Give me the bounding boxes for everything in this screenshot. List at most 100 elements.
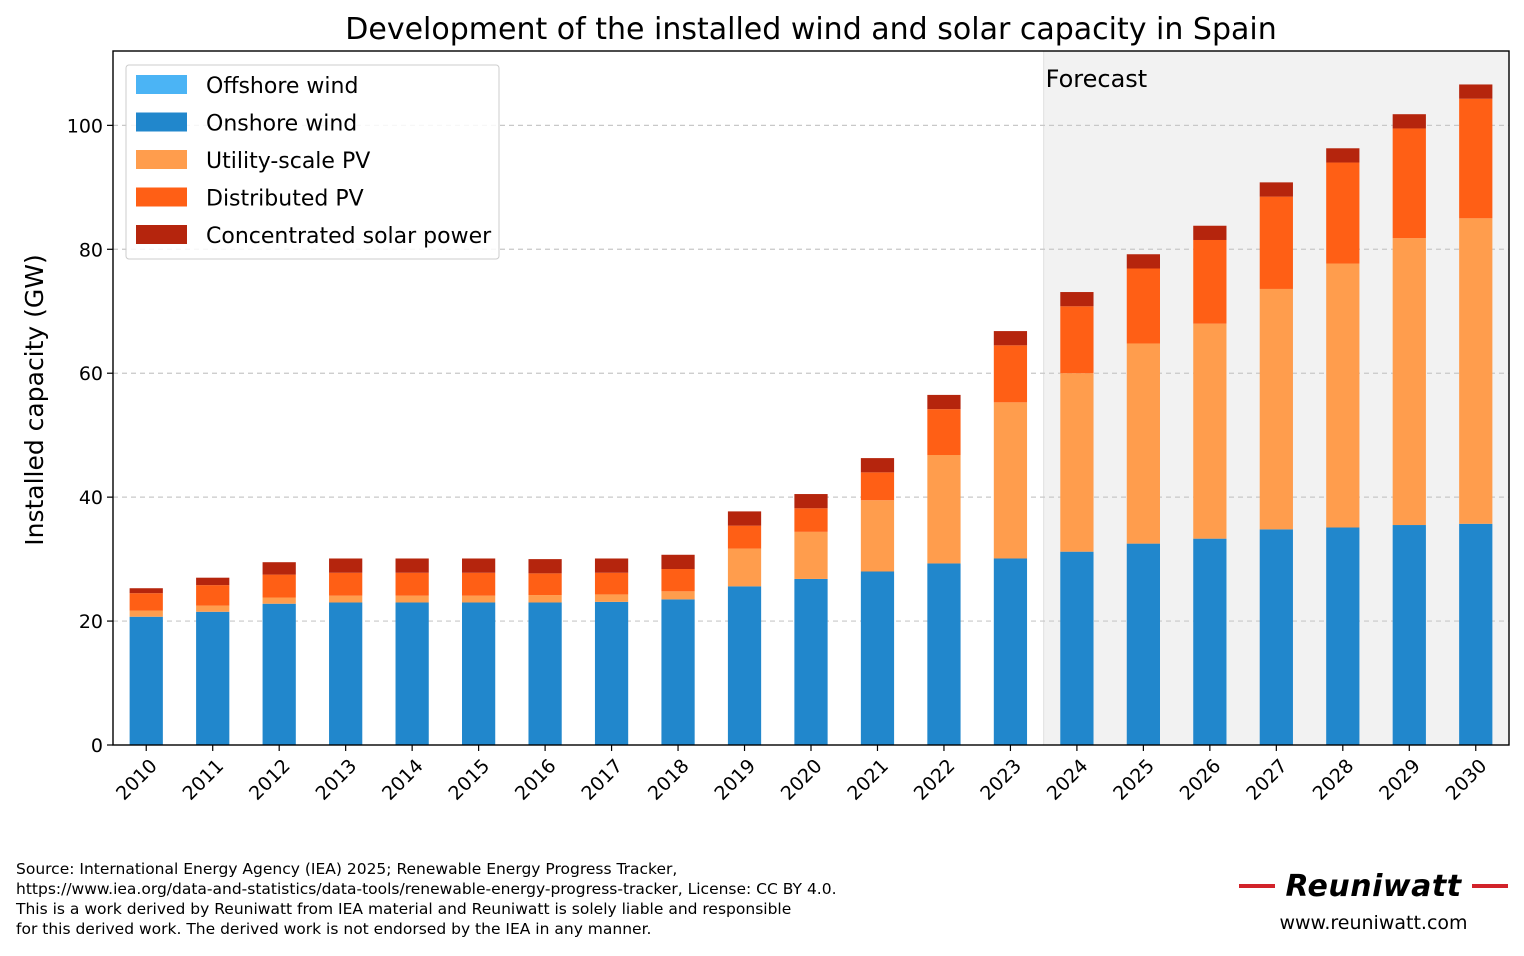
brand-website: www.reuniwatt.com bbox=[1279, 912, 1468, 934]
bar-segment-onshore-wind bbox=[594, 601, 629, 745]
bar-segment-distributed-pv bbox=[860, 472, 895, 501]
legend: Offshore wind Onshore wind Utility-scale P… bbox=[125, 64, 500, 260]
x-tick-label: 2029 bbox=[1375, 755, 1425, 805]
x-tick-label: 2010 bbox=[112, 755, 162, 805]
bar-segment-concentrated-solar-power bbox=[927, 394, 961, 410]
legend-label: Onshore wind bbox=[206, 112, 357, 137]
bar-segment-concentrated-solar-power bbox=[1126, 254, 1160, 269]
legend-label: Distributed PV bbox=[206, 187, 364, 212]
bar-segment-utility-scale-pv bbox=[860, 500, 895, 572]
x-tick-label: 2027 bbox=[1242, 755, 1292, 805]
bar-segment-onshore-wind bbox=[727, 586, 762, 745]
bar-segment-distributed-pv bbox=[1259, 196, 1293, 289]
y-tick-label: 80 bbox=[79, 239, 103, 261]
bar-segment-utility-scale-pv bbox=[196, 605, 230, 612]
bar-segment-distributed-pv bbox=[661, 569, 695, 592]
bar-segment-concentrated-solar-power bbox=[1259, 182, 1293, 197]
bar-segment-concentrated-solar-power bbox=[528, 559, 562, 574]
x-tick-label: 2023 bbox=[976, 755, 1026, 805]
bar-segment-concentrated-solar-power bbox=[794, 494, 828, 509]
bar-segment-onshore-wind bbox=[1326, 527, 1360, 745]
bar-segment-concentrated-solar-power bbox=[1459, 84, 1493, 99]
brand-name: Reuniwatt bbox=[1285, 868, 1462, 904]
bar-segment-distributed-pv bbox=[1193, 239, 1227, 324]
bar-segment-utility-scale-pv bbox=[1259, 288, 1293, 530]
bar-segment-utility-scale-pv bbox=[262, 597, 296, 604]
brand-logo: Reuniwatt bbox=[1236, 862, 1511, 910]
x-tick-label: 2015 bbox=[444, 755, 494, 805]
bar-segment-utility-scale-pv bbox=[528, 595, 562, 603]
bar-segment-distributed-pv bbox=[329, 572, 363, 596]
bar-segment-onshore-wind bbox=[1459, 523, 1493, 745]
bar-segment-distributed-pv bbox=[927, 409, 961, 456]
bar-segment-concentrated-solar-power bbox=[1060, 292, 1094, 307]
brand-block: Reuniwatt www.reuniwatt.com bbox=[1236, 862, 1511, 942]
logo-rule-right bbox=[1471, 884, 1508, 888]
bar-segment-concentrated-solar-power bbox=[329, 558, 363, 573]
bar-segment-concentrated-solar-power bbox=[1392, 114, 1426, 129]
bar-segment-onshore-wind bbox=[462, 602, 496, 745]
bar-segment-onshore-wind bbox=[794, 578, 828, 745]
bar-segment-onshore-wind bbox=[1060, 551, 1094, 745]
bar-segment-distributed-pv bbox=[1060, 306, 1094, 374]
bar-segment-onshore-wind bbox=[1259, 529, 1293, 745]
x-tick-label: 2019 bbox=[710, 755, 760, 805]
bar-segment-utility-scale-pv bbox=[1326, 263, 1360, 528]
forecast-label: Forecast bbox=[1046, 65, 1148, 93]
bar-segment-distributed-pv bbox=[1459, 98, 1493, 219]
bar-segment-utility-scale-pv bbox=[993, 402, 1028, 559]
x-tick-label: 2012 bbox=[245, 755, 295, 805]
x-tick-label: 2018 bbox=[644, 755, 694, 805]
bar-segment-distributed-pv bbox=[594, 572, 629, 595]
bar-segment-onshore-wind bbox=[993, 558, 1028, 745]
bar-segment-utility-scale-pv bbox=[727, 548, 762, 587]
x-tick-label: 2028 bbox=[1309, 755, 1359, 805]
bar-segment-concentrated-solar-power bbox=[196, 577, 230, 586]
y-tick-label: 0 bbox=[91, 735, 103, 757]
bar-segment-distributed-pv bbox=[462, 572, 496, 596]
y-axis-label: Installed capacity (GW) bbox=[20, 254, 49, 546]
legend-swatch bbox=[136, 112, 187, 132]
bar-segment-concentrated-solar-power bbox=[395, 558, 429, 573]
x-axis: 2010 2011 2012 2013 2014 2015 2016 2017 2018 2019… bbox=[112, 745, 1491, 805]
bar-segment-utility-scale-pv bbox=[1459, 218, 1493, 524]
x-tick-label: 2026 bbox=[1176, 755, 1226, 805]
y-tick-label: 20 bbox=[79, 611, 103, 633]
stacked-bar-chart: Development of the installed wind and so… bbox=[20, 12, 1510, 805]
source-line: This is a work derived by Reuniwatt from… bbox=[16, 900, 792, 918]
bars bbox=[129, 84, 1493, 745]
chart-title: Development of the installed wind and so… bbox=[345, 12, 1276, 47]
source-line: for this derived work. The derived work … bbox=[16, 920, 652, 938]
bar-segment-onshore-wind bbox=[1392, 525, 1426, 745]
x-tick-label: 2016 bbox=[511, 755, 561, 805]
bar-segment-distributed-pv bbox=[528, 573, 562, 596]
bar-segment-onshore-wind bbox=[1193, 538, 1227, 745]
bar-segment-utility-scale-pv bbox=[462, 595, 496, 603]
legend-box bbox=[125, 64, 500, 260]
bar-segment-utility-scale-pv bbox=[927, 455, 961, 564]
bar-segment-onshore-wind bbox=[262, 603, 296, 745]
x-tick-label: 2017 bbox=[577, 755, 627, 805]
source-note: Source: International Energy Agency (IEA… bbox=[16, 859, 1016, 939]
bar-segment-onshore-wind bbox=[528, 602, 562, 745]
bar-segment-utility-scale-pv bbox=[661, 591, 695, 600]
bar-segment-utility-scale-pv bbox=[395, 595, 429, 603]
x-tick-label: 2025 bbox=[1109, 755, 1159, 805]
bar-segment-concentrated-solar-power bbox=[262, 562, 296, 575]
bar-segment-distributed-pv bbox=[1392, 128, 1426, 239]
bar-segment-utility-scale-pv bbox=[1126, 343, 1160, 544]
bar-segment-utility-scale-pv bbox=[1392, 238, 1426, 526]
legend-label: Offshore wind bbox=[206, 74, 358, 99]
legend-swatch bbox=[136, 187, 187, 207]
bar-segment-utility-scale-pv bbox=[1193, 323, 1227, 539]
logo-rule-left bbox=[1239, 884, 1276, 888]
bar-segment-concentrated-solar-power bbox=[129, 588, 163, 594]
bar-segment-concentrated-solar-power bbox=[860, 458, 895, 473]
bar-segment-distributed-pv bbox=[993, 345, 1028, 403]
bar-segment-distributed-pv bbox=[1126, 268, 1160, 344]
bar-segment-utility-scale-pv bbox=[594, 594, 629, 602]
bar-segment-concentrated-solar-power bbox=[1326, 148, 1360, 163]
legend-label: Concentrated solar power bbox=[206, 224, 492, 249]
bar-segment-onshore-wind bbox=[661, 599, 695, 745]
bar-segment-distributed-pv bbox=[129, 593, 163, 611]
